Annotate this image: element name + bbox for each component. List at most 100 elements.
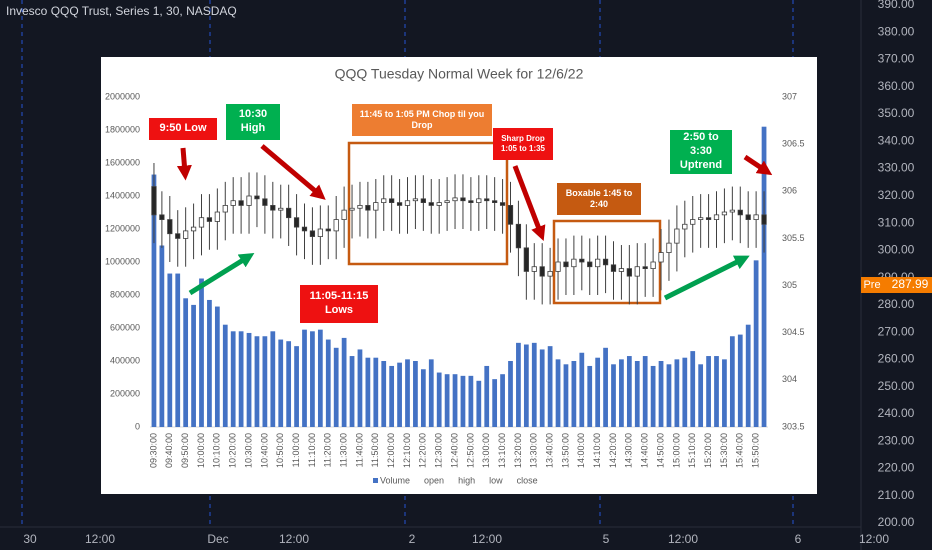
- volume-bar: [373, 357, 379, 427]
- annotation-box: 11:05-11:15 Lows: [300, 285, 378, 323]
- volume-bar: [563, 364, 569, 427]
- y2-tick-label: 306.5: [782, 139, 805, 149]
- y-tick-label: 600000: [110, 322, 140, 332]
- candle-body: [404, 200, 411, 206]
- candle-body: [452, 197, 458, 202]
- x-tick-label: 12:10:00: [402, 433, 412, 468]
- volume-bar: [436, 372, 442, 427]
- annotation-arrow: [512, 165, 546, 242]
- volume-bar: [484, 365, 490, 427]
- annotation-arrow: [188, 253, 255, 296]
- volume-bar: [357, 349, 363, 427]
- candle-body: [618, 268, 625, 272]
- candle-body: [396, 202, 403, 206]
- time-tick-label: 12:00: [85, 532, 115, 546]
- candle-body: [349, 207, 355, 211]
- x-tick-label: 13:50:00: [560, 433, 570, 468]
- x-tick-label: 15:30:00: [719, 433, 729, 468]
- annotation-box: Sharp Drop 1:05 to 1:35: [493, 128, 553, 160]
- price-tick-label: 380.00: [878, 24, 915, 38]
- volume-bar: [531, 342, 537, 427]
- chop-box: [347, 141, 509, 266]
- legend-label: high: [458, 475, 475, 485]
- candle-body: [539, 266, 545, 277]
- candle-body: [183, 230, 189, 239]
- candle-body: [389, 198, 395, 203]
- candle-body: [547, 271, 553, 277]
- x-tick-label: 15:40:00: [735, 433, 745, 468]
- x-tick-label: 13:20:00: [513, 433, 523, 468]
- volume-bar: [634, 361, 640, 427]
- x-tick-label: 14:10:00: [592, 433, 602, 468]
- x-tick-label: 12:50:00: [465, 433, 475, 468]
- candle-body: [682, 223, 688, 230]
- candle-body: [159, 214, 165, 220]
- volume-bar: [523, 344, 529, 427]
- x-tick-label: 11:20:00: [323, 433, 333, 467]
- candle-body: [666, 242, 672, 253]
- y2-tick-label: 305.5: [782, 233, 805, 243]
- volume-bar: [626, 356, 632, 427]
- candle-body: [246, 195, 252, 206]
- candle-body: [436, 202, 442, 206]
- annotation-box: 2:50 to 3:30 Uptrend: [670, 130, 732, 174]
- y-tick-label: 0: [135, 421, 140, 431]
- volume-bar: [230, 331, 236, 427]
- volume-bar: [539, 349, 545, 427]
- candle-body: [333, 219, 339, 232]
- volume-bar: [500, 374, 505, 427]
- candle-body: [167, 219, 173, 235]
- x-tick-label: 15:10:00: [687, 433, 697, 468]
- candle-body: [555, 261, 561, 272]
- x-tick-label: 13:30:00: [529, 433, 539, 468]
- candle-body: [357, 205, 363, 209]
- price-tick-label: 320.00: [878, 188, 915, 202]
- volume-bar: [167, 273, 173, 427]
- y2-tick-label: 307: [782, 91, 797, 101]
- y-tick-label: 1000000: [105, 256, 140, 266]
- time-tick-label: 6: [795, 532, 802, 546]
- x-tick-label: 13:10:00: [497, 433, 507, 468]
- candle-body: [563, 261, 569, 268]
- candle-body: [468, 200, 474, 203]
- volume-bar: [698, 364, 704, 427]
- candle-body: [729, 209, 735, 213]
- candle-body: [428, 202, 434, 206]
- y-tick-label: 1800000: [105, 124, 140, 134]
- price-tick-label: 310.00: [878, 215, 915, 229]
- volume-bar: [508, 361, 513, 427]
- candle-body: [745, 214, 751, 220]
- price-tick-label: 250.00: [878, 379, 915, 393]
- candle-body: [753, 214, 759, 220]
- volume-bar: [587, 365, 593, 427]
- pre-label: Pre: [863, 279, 880, 291]
- time-tick-label: 12:00: [472, 532, 502, 546]
- volume-bar: [199, 278, 204, 427]
- candle-body: [341, 209, 347, 220]
- volume-bar: [674, 359, 680, 427]
- volume-bar: [547, 346, 553, 427]
- volume-bar: [183, 298, 189, 427]
- volume-bar: [207, 299, 212, 427]
- x-tick-label: 14:50:00: [655, 433, 665, 468]
- volume-bar: [238, 331, 244, 427]
- candle-body: [698, 217, 704, 220]
- x-tick-label: 10:40:00: [259, 433, 269, 468]
- price-tick-label: 220.00: [878, 461, 915, 475]
- annotation-arrow: [743, 154, 773, 176]
- candle-body: [301, 226, 308, 232]
- pre-badge: [861, 277, 932, 293]
- volume-bar: [729, 336, 735, 427]
- x-tick-label: 09:40:00: [164, 433, 174, 468]
- price-tick-label: 370.00: [878, 52, 915, 66]
- volume-bar: [246, 332, 252, 427]
- volume-bar: [452, 374, 458, 427]
- candle-body: [634, 266, 640, 277]
- candle-body: [412, 198, 419, 202]
- volume-bar: [365, 357, 371, 427]
- annotation-arrow: [176, 147, 192, 181]
- legend-label: open: [424, 475, 444, 485]
- y-tick-label: 200000: [110, 388, 140, 398]
